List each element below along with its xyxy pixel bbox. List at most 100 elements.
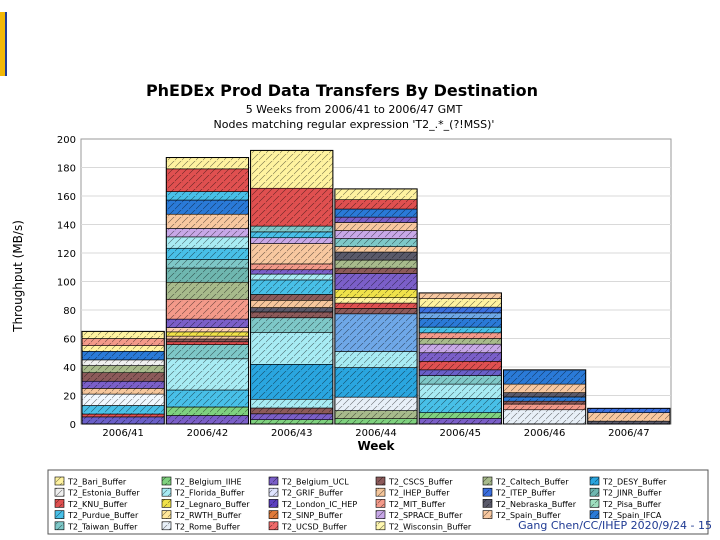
bar-segment-hatch (250, 243, 333, 264)
x-tick-label: 2006/47 (608, 428, 650, 439)
legend-swatch-hatch (55, 499, 64, 508)
legend-label: T2_Caltech_Buffer (495, 478, 569, 487)
bar-segment-hatch (419, 298, 502, 308)
bar-segment-hatch (166, 415, 249, 424)
legend-label: T2_Belgium_UCL (281, 478, 349, 487)
bar-segment-hatch (334, 188, 418, 200)
y-tick-label: 160 (57, 192, 76, 203)
x-tick-label: 2006/45 (440, 428, 482, 439)
bar-segment-hatch (334, 273, 418, 290)
bar-segment-hatch (166, 248, 249, 260)
legend-swatch-hatch (162, 521, 171, 530)
bar-segment-hatch (503, 384, 586, 393)
bar-segment-hatch (250, 226, 333, 232)
x-tick-label: 2006/43 (271, 428, 313, 439)
legend-label: T2_Belgium_IIHE (174, 478, 242, 487)
bar-outline (165, 157, 250, 425)
legend-swatch-hatch (162, 488, 171, 497)
legend-swatch-hatch (376, 521, 385, 530)
legend-swatch-hatch (590, 477, 599, 485)
bar-segment-hatch (166, 299, 249, 320)
legend-label: T2_UCSD_Buffer (281, 522, 348, 531)
legend-swatch-hatch (376, 488, 385, 497)
x-tick-label: 2006/44 (355, 428, 397, 439)
bar-segment-hatch (334, 268, 418, 274)
bar-segment-hatch (334, 252, 418, 261)
bar-segment-hatch (250, 332, 333, 365)
bar-segment-hatch (334, 289, 418, 298)
y-tick-label: 100 (57, 278, 76, 289)
legend-label: T2_Rome_Buffer (174, 522, 241, 531)
bar-outline (81, 330, 165, 425)
legend-swatch-hatch (376, 499, 385, 508)
legend-swatch-hatch (269, 510, 278, 519)
bar-segment-hatch (166, 191, 249, 201)
bar-segment-hatch (82, 331, 165, 339)
bar-segment-hatch (82, 381, 165, 389)
bar-segment-hatch (419, 307, 502, 313)
bar-segment-hatch (419, 352, 502, 362)
legend-swatch-hatch (269, 521, 278, 530)
legend-label: T2_GRIF_Buffer (281, 489, 344, 498)
bar-segment-hatch (250, 188, 333, 227)
bar-segment-hatch (82, 338, 165, 346)
y-tick-label: 0 (70, 420, 76, 431)
legend-swatch-hatch (269, 488, 278, 497)
bar-segment-hatch (166, 341, 249, 345)
bar-segment-hatch (334, 367, 418, 398)
x-tick-label: 2006/41 (102, 428, 144, 439)
bar-segment-hatch (419, 332, 502, 339)
bar-segment-hatch (250, 150, 333, 189)
legend-label: T2_SPRACE_Buffer (388, 511, 463, 520)
bar-segment-hatch (334, 410, 418, 419)
legend-label: T2_Pisa_Buffer (602, 500, 662, 509)
bar-segment-hatch (503, 409, 586, 424)
bar-outline (334, 188, 418, 425)
bar-segment-hatch (419, 292, 502, 299)
legend-label: T2_ITEP_Buffer (495, 489, 556, 498)
bar-segment-hatch (82, 388, 165, 395)
legend-label: T2_DESY_Buffer (602, 478, 667, 487)
bar-segment-hatch (334, 238, 418, 247)
bar-segment-hatch (166, 259, 249, 269)
legend-label: T2_Purdue_Buffer (67, 511, 139, 520)
bar-segment-hatch (250, 279, 333, 295)
legend: T2_Bari_Buffer T2_Belgium_IIHE T2_Belgium_… (54, 476, 667, 531)
bar-segment-hatch (82, 394, 165, 406)
bar-segment-hatch (587, 421, 670, 424)
bar-segment-hatch (419, 384, 502, 399)
bar-segment-hatch (82, 359, 165, 366)
bar-segment-hatch (419, 361, 502, 370)
chart-subtitle-2: Nodes matching regular expression 'T2_.*… (214, 118, 495, 131)
bar-segment-hatch (166, 331, 249, 337)
bar-segment-hatch (419, 338, 502, 345)
bar-segment-hatch (334, 297, 418, 304)
bar-segment-hatch (166, 168, 249, 192)
bar-segment-hatch (334, 222, 418, 231)
bar-segment-hatch (250, 269, 333, 275)
x-axis-ticks: 2006/41 2006/42 2006/43 2006/44 2006/45 2006/… (102, 428, 649, 439)
legend-label: T2_JINR_Buffer (602, 489, 662, 498)
bar-segment-hatch (166, 228, 249, 237)
legend-label: T2_Legnaro_Buffer (174, 500, 250, 509)
bar-segment-hatch (419, 369, 502, 376)
bar-segment-hatch (166, 214, 249, 229)
bar-segment-hatch (334, 313, 418, 352)
bar-segment-hatch (166, 157, 249, 169)
legend-swatch-hatch (269, 499, 278, 508)
bar-segment-hatch (419, 318, 502, 328)
bar-segment-hatch (250, 317, 333, 333)
legend-label: T2_RWTH_Buffer (174, 511, 242, 520)
legend-swatch-hatch (483, 488, 492, 497)
legend-swatch-hatch (590, 488, 599, 497)
x-axis-label: Week (357, 439, 395, 453)
legend-label: T2_Estonia_Buffer (67, 489, 140, 498)
legend-swatch-hatch (376, 477, 385, 485)
legend-label: T2_MIT_Buffer (388, 500, 446, 509)
bar-segment-hatch (419, 412, 502, 419)
legend-label: T2_CSCS_Buffer (388, 478, 453, 487)
bar-segment-hatch (166, 406, 249, 416)
bar-segment-hatch (419, 312, 502, 319)
bar-segment-hatch (334, 246, 418, 253)
